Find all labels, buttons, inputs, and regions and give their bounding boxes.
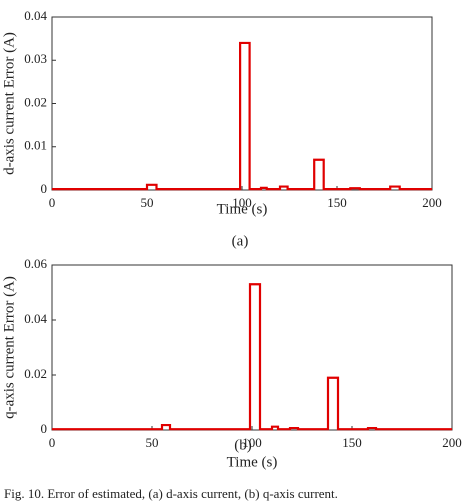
x-tick-label: 0 [49,195,56,210]
x-tick-label: 50 [141,195,154,210]
subfigure-caption: (a) [232,233,249,249]
x-tick-label: 200 [422,195,442,210]
y-tick-label: 0.06 [24,256,47,271]
x-tick-label: 200 [442,435,462,450]
y-tick-label: 0.04 [24,311,47,326]
y-tick-label: 0.02 [24,94,47,109]
y-axis-label: q-axis current Error (A) [1,276,17,419]
y-tick-label: 0.04 [24,8,47,23]
y-tick-label: 0.03 [24,51,47,66]
x-tick-label: 100 [232,195,252,210]
data-line [52,283,452,431]
x-tick-label: 150 [342,435,362,450]
x-tick-label: 100 [242,435,262,450]
x-axis-label: Time (s) [227,454,278,470]
y-tick-label: 0.02 [24,366,47,381]
x-tick-label: 0 [49,435,56,450]
y-tick-label: 0 [41,421,48,436]
x-axis-label: Time (s) [217,201,268,217]
subfigure-caption: (b) [234,437,252,453]
y-axis-label: d-axis current Error (A) [1,32,17,175]
data-line [52,41,432,191]
y-tick-label: 0.01 [24,138,47,153]
x-tick-label: 150 [327,195,347,210]
y-tick-label: 0 [41,181,48,196]
axes-frame [51,264,453,431]
x-tick-label: 50 [146,435,159,450]
figure-caption: Fig. 10. Error of estimated, (a) d-axis … [4,486,338,501]
